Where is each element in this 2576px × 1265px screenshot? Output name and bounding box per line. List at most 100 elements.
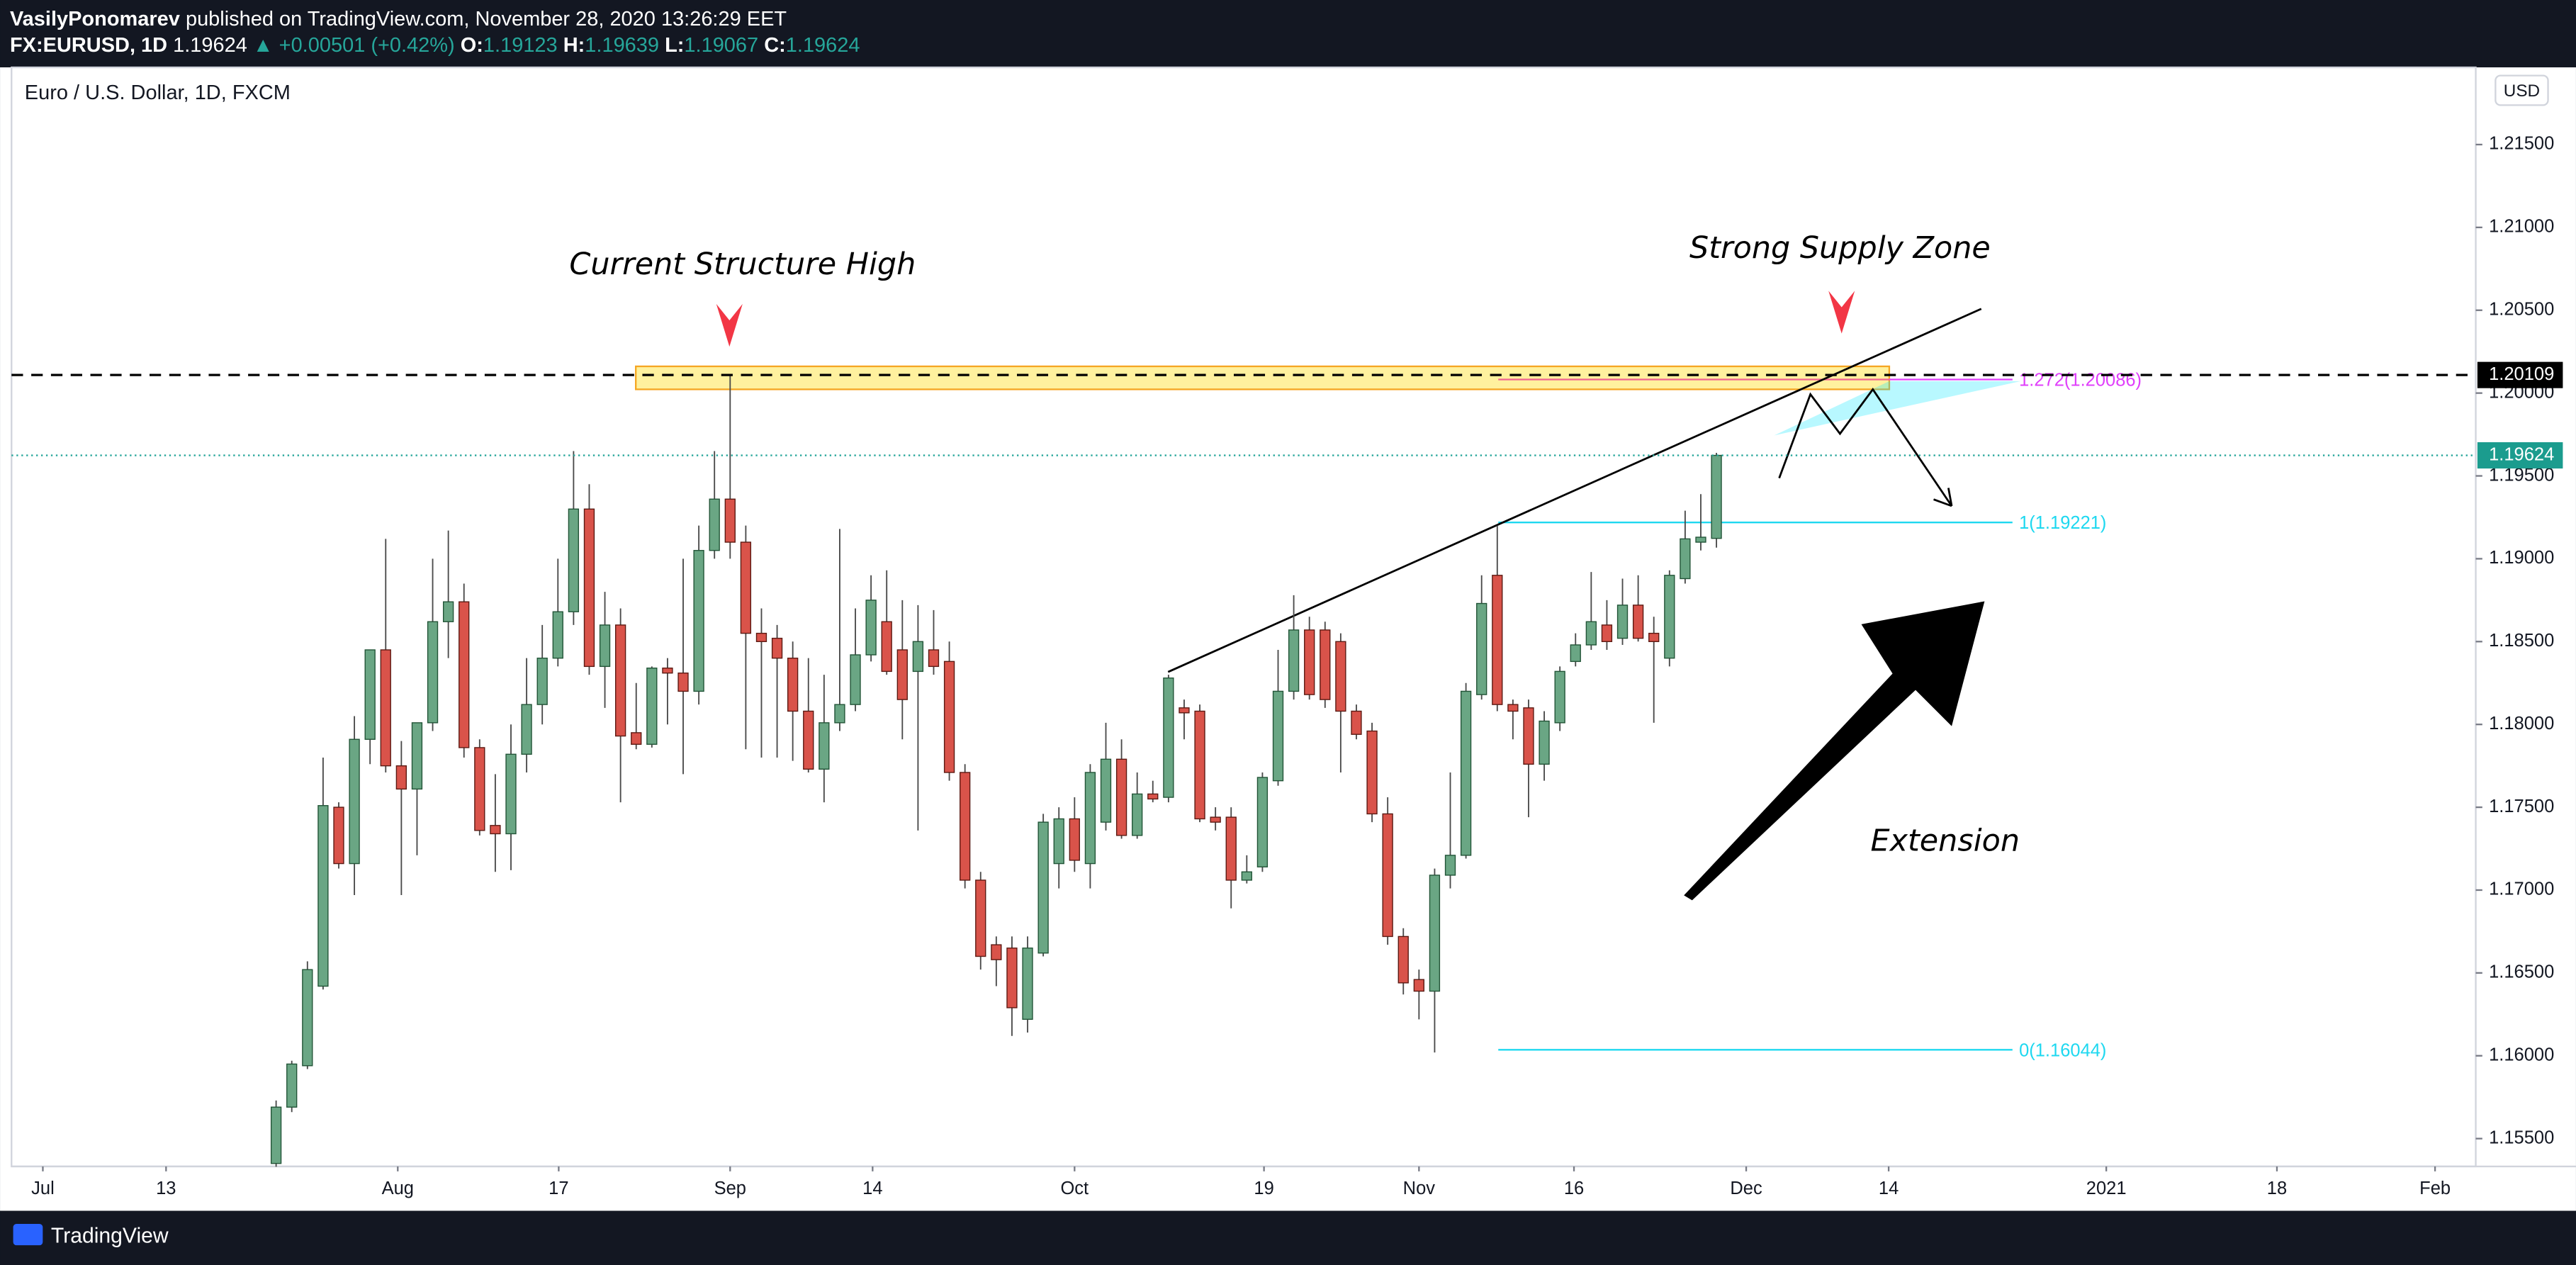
- candle-body: [1179, 707, 1190, 714]
- candle-body: [1460, 690, 1472, 856]
- low-value: 1.19067: [684, 34, 758, 57]
- annotation: Current Structure High: [569, 247, 916, 282]
- candle-body: [693, 550, 704, 692]
- annotation: Strong Supply Zone: [1689, 230, 1991, 266]
- candle-body: [1695, 536, 1706, 543]
- candle-body: [1320, 629, 1331, 700]
- x-tick-label: 2021: [2086, 1179, 2127, 1198]
- y-tick-label: 1.21000: [2489, 217, 2554, 237]
- x-tick-label: 19: [1254, 1179, 1273, 1198]
- candle-body: [505, 753, 517, 835]
- candle-body: [536, 657, 548, 705]
- candle-body: [1585, 621, 1597, 646]
- top-bar: [0, 0, 2576, 68]
- x-tick-label: Dec: [1730, 1179, 1762, 1198]
- candle-body: [1100, 758, 1112, 823]
- y-tick-label: 1.16500: [2489, 962, 2554, 982]
- candle-body: [474, 747, 485, 831]
- y-tick-label: 1.20500: [2489, 299, 2554, 319]
- fib-label: 1.272(1.20086): [2019, 371, 2142, 390]
- red-arrow: [716, 303, 743, 347]
- open-label: O:: [461, 34, 483, 57]
- x-tick-label: 17: [549, 1179, 568, 1198]
- candle-body: [1397, 935, 1409, 984]
- y-tick-label: 1.19000: [2489, 548, 2554, 568]
- candle-body: [646, 668, 658, 745]
- candle-body: [1115, 758, 1127, 836]
- candle-body: [850, 654, 861, 705]
- candle-body: [552, 611, 563, 659]
- candle-body: [411, 722, 423, 790]
- candle-body: [740, 541, 752, 634]
- candle-body: [1382, 813, 1393, 938]
- candle-body: [333, 806, 344, 865]
- last-price-tag: [2477, 442, 2563, 469]
- x-tick-label: Nov: [1403, 1179, 1436, 1198]
- brand-icon: [13, 1224, 43, 1246]
- candle-body: [1632, 605, 1644, 639]
- candle-body: [270, 1106, 282, 1164]
- x-tick-label: 13: [156, 1179, 176, 1198]
- candle-body: [1022, 948, 1033, 1021]
- header-line-1: VasilyPonomarev published on TradingView…: [10, 7, 787, 30]
- candle-body: [1084, 772, 1096, 865]
- candle-body: [286, 1063, 298, 1108]
- candle-body: [709, 498, 720, 551]
- zigzag-path: [1778, 388, 1953, 507]
- candle-body: [1507, 704, 1519, 712]
- candle-body: [599, 624, 611, 668]
- annotation: Extension: [1871, 823, 2020, 859]
- candle-body: [865, 600, 877, 656]
- candle-body: [1492, 575, 1503, 705]
- candle-body: [991, 944, 1002, 960]
- candle-body: [1680, 538, 1691, 580]
- candle-body: [1147, 793, 1159, 800]
- candle-body: [1366, 730, 1378, 815]
- y-tick-label: 1.18000: [2489, 714, 2554, 733]
- symbol: FX:EURUSD, 1D: [10, 34, 167, 57]
- close-label: C:: [764, 34, 786, 57]
- candle-body: [1413, 979, 1424, 992]
- x-tick-label: 18: [2267, 1179, 2287, 1198]
- candle-body: [662, 668, 673, 674]
- chart-background: [0, 67, 2576, 1211]
- currency-button[interactable]: [2495, 74, 2549, 106]
- candle-body: [380, 649, 391, 767]
- y-tick-label: 1.16000: [2489, 1045, 2554, 1064]
- candle-body: [395, 765, 407, 790]
- published: published on TradingView.com, November 2…: [186, 7, 787, 30]
- candle-body: [896, 649, 908, 700]
- source-label: Euro / U.S. Dollar, 1D, FXCM: [25, 81, 291, 104]
- candle-body: [881, 621, 892, 673]
- change-arrow: ▲: [253, 34, 274, 57]
- x-tick-label: Aug: [382, 1179, 414, 1198]
- candle-body: [1335, 641, 1346, 712]
- currency-label[interactable]: USD: [2504, 81, 2540, 101]
- author: VasilyPonomarev: [10, 7, 180, 30]
- candle-body: [1304, 629, 1315, 695]
- candle-body: [459, 601, 470, 748]
- candle-body: [912, 641, 924, 673]
- high-value: 1.19639: [585, 34, 659, 57]
- candle-body: [1711, 454, 1722, 539]
- high-label: H:: [563, 34, 585, 57]
- supply-zone: [635, 365, 1891, 390]
- red-arrow: [1828, 291, 1855, 334]
- x-tick-label: 14: [862, 1179, 882, 1198]
- candle-body: [724, 498, 736, 543]
- fib-label: 0(1.16044): [2019, 1040, 2106, 1060]
- candle-body: [1601, 624, 1613, 643]
- candle-body: [302, 969, 313, 1067]
- y-tick-label: 1.15500: [2489, 1128, 2554, 1147]
- candle-body: [1616, 605, 1629, 639]
- level-tag-label: 1.20109: [2489, 364, 2554, 384]
- candle-body: [349, 738, 360, 865]
- candle-body: [1256, 777, 1269, 867]
- candle-body: [317, 805, 329, 987]
- candle-body: [1539, 720, 1550, 765]
- candle-body: [803, 710, 814, 770]
- candle-body: [427, 621, 439, 724]
- candle-body: [1523, 707, 1534, 765]
- candle-body: [631, 732, 642, 745]
